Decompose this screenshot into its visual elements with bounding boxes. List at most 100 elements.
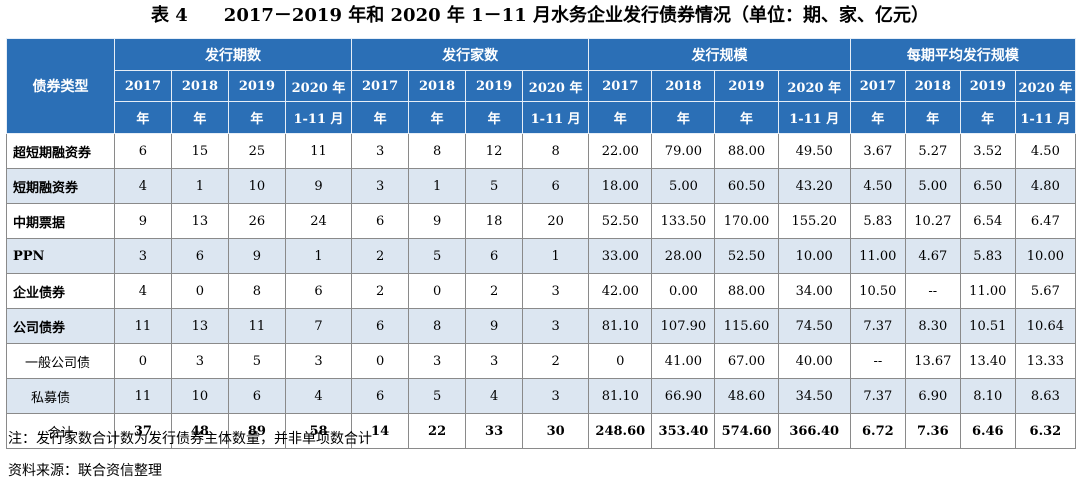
table-cell: 1 xyxy=(170,168,229,204)
table-cell: 3.52 xyxy=(959,133,1016,169)
group-header: 发行家数 xyxy=(351,38,590,71)
table-cell: 5.83 xyxy=(849,203,906,239)
row-label: 一般公司债 xyxy=(6,343,115,379)
table-cell: 88.00 xyxy=(714,133,779,169)
table-cell: 6 xyxy=(170,238,229,274)
table-cell: 11.00 xyxy=(849,238,906,274)
table-cell: 13.40 xyxy=(959,343,1016,379)
year-header-top: 2017 xyxy=(588,70,653,102)
table-cell: 9 xyxy=(465,308,524,344)
year-header-top: 2019 xyxy=(959,70,1016,102)
table-cell: 170.00 xyxy=(714,203,779,239)
table-cell: 48.60 xyxy=(714,378,779,414)
table-cell: 6.72 xyxy=(849,413,906,449)
table-cell: 58 xyxy=(284,413,353,449)
table-cell: 6 xyxy=(351,203,410,239)
group-header: 发行期数 xyxy=(113,38,353,71)
table-cell: 10.64 xyxy=(1014,308,1077,344)
table-cell: 366.40 xyxy=(777,413,851,449)
table-cell: 3 xyxy=(284,343,353,379)
table-cell: 42.00 xyxy=(588,273,653,309)
table-cell: 81.10 xyxy=(588,378,653,414)
table-cell: 10.00 xyxy=(777,238,851,274)
table-cell: 6 xyxy=(227,378,286,414)
year-header-bottom: 1-11 月 xyxy=(1014,101,1077,134)
table-row: 超短期融资券 6 15 25 11 3 8 12 8 22.00 79.00 88.00 49.50 3.… xyxy=(6,133,1077,169)
table-cell: 10.00 xyxy=(1014,238,1077,274)
table-cell: 4.50 xyxy=(849,168,906,204)
table-note: 注：发行家数合计数为发行债券主体数量，并非单项数合计 xyxy=(8,431,372,447)
year-header-top: 2018 xyxy=(170,70,229,102)
table-cell: 11 xyxy=(284,133,353,169)
table-cell: 4.80 xyxy=(1014,168,1077,204)
table-cell: 2 xyxy=(465,273,524,309)
year-header-bottom: 年 xyxy=(170,101,229,134)
table-cell: 8.10 xyxy=(959,378,1016,414)
table-cell: 6.90 xyxy=(904,378,961,414)
row-label-header: 债券类型 xyxy=(6,38,115,134)
table-cell: 4 xyxy=(113,273,172,309)
table-row: 短期融资券 4 1 10 9 3 1 5 6 18.00 5.00 60.50 43.20 4.50 5.0… xyxy=(6,168,1077,204)
table-cell: 8 xyxy=(522,133,590,169)
table-cell: 6 xyxy=(351,378,410,414)
table-cell: 1 xyxy=(284,238,353,274)
table-cell: 66.90 xyxy=(651,378,716,414)
table-cell: 2 xyxy=(522,343,590,379)
year-header-top: 2017 xyxy=(113,70,172,102)
table-row: PPN 3 6 9 1 2 5 6 1 33.00 28.00 52.50 10.00 11.00 4.67… xyxy=(6,238,1077,274)
table-cell: 7.37 xyxy=(849,308,906,344)
table-cell: 60.50 xyxy=(714,168,779,204)
year-header-bottom: 年 xyxy=(904,101,961,134)
table-cell: 6 xyxy=(284,273,353,309)
table-cell: 22 xyxy=(408,413,467,449)
group-header: 每期平均发行规模 xyxy=(849,38,1077,71)
table-cell: 3 xyxy=(522,378,590,414)
table-cell: 4.67 xyxy=(904,238,961,274)
table-cell: 115.60 xyxy=(714,308,779,344)
table-cell: 9 xyxy=(284,168,353,204)
table-cell: 28.00 xyxy=(651,238,716,274)
year-header-bottom: 1-11 月 xyxy=(777,101,851,134)
table-cell: 6 xyxy=(113,133,172,169)
year-header-bottom: 年 xyxy=(588,101,653,134)
table-title: 表 4 2017－2019 年和 2020 年 1－11 月水务企业发行债券情况… xyxy=(151,5,929,26)
table-cell: 79.00 xyxy=(651,133,716,169)
year-header-top: 2017 xyxy=(351,70,410,102)
table-cell: 11 xyxy=(113,308,172,344)
year-header-top: 2018 xyxy=(904,70,961,102)
table-cell: 11.00 xyxy=(959,273,1016,309)
year-header-bottom: 年 xyxy=(227,101,286,134)
table-cell: 10 xyxy=(227,168,286,204)
table-cell: 3 xyxy=(465,343,524,379)
table-cell: 0 xyxy=(170,273,229,309)
table-row: 企业债券 4 0 8 6 2 0 2 3 42.00 0.00 88.00 34.00 10.50 -- 11… xyxy=(6,273,1077,309)
year-header-bottom: 年 xyxy=(959,101,1016,134)
year-header-top: 2018 xyxy=(408,70,467,102)
table-cell: 6.47 xyxy=(1014,203,1077,239)
group-header: 发行规模 xyxy=(588,38,851,71)
table-cell: 74.50 xyxy=(777,308,851,344)
table-cell: 155.20 xyxy=(777,203,851,239)
table-cell: 5.00 xyxy=(651,168,716,204)
table-cell: 5 xyxy=(227,343,286,379)
table-cell: 5 xyxy=(408,238,467,274)
table-cell: 52.50 xyxy=(714,238,779,274)
table-cell: 81.10 xyxy=(588,308,653,344)
table-cell: 7.36 xyxy=(904,413,961,449)
year-header-bottom: 年 xyxy=(351,101,410,134)
table-cell: 6.46 xyxy=(959,413,1016,449)
table-cell: 8.63 xyxy=(1014,378,1077,414)
table-row: 公司债券 11 13 11 7 6 8 9 3 81.10 107.90 115.60 74.50 7.3… xyxy=(6,308,1077,344)
data-source: 资料来源：联合资信整理 xyxy=(8,463,162,479)
table-cell: 89 xyxy=(227,413,286,449)
year-header-bottom: 年 xyxy=(714,101,779,134)
year-header-top: 2019 xyxy=(227,70,286,102)
table-header: 债券类型 发行期数 发行家数 发行规模 每期平均发行规模 2017 2018 201… xyxy=(6,38,1077,134)
table-cell: 248.60 xyxy=(588,413,653,449)
row-label: 短期融资券 xyxy=(6,168,115,204)
table-row: 私募债 11 10 6 4 6 5 4 3 81.10 66.90 48.60 34.50 7.37 6.9… xyxy=(6,378,1077,414)
table-cell: 18.00 xyxy=(588,168,653,204)
table-cell: 6.54 xyxy=(959,203,1016,239)
table-cell: 3 xyxy=(113,238,172,274)
table-cell: 0 xyxy=(113,343,172,379)
